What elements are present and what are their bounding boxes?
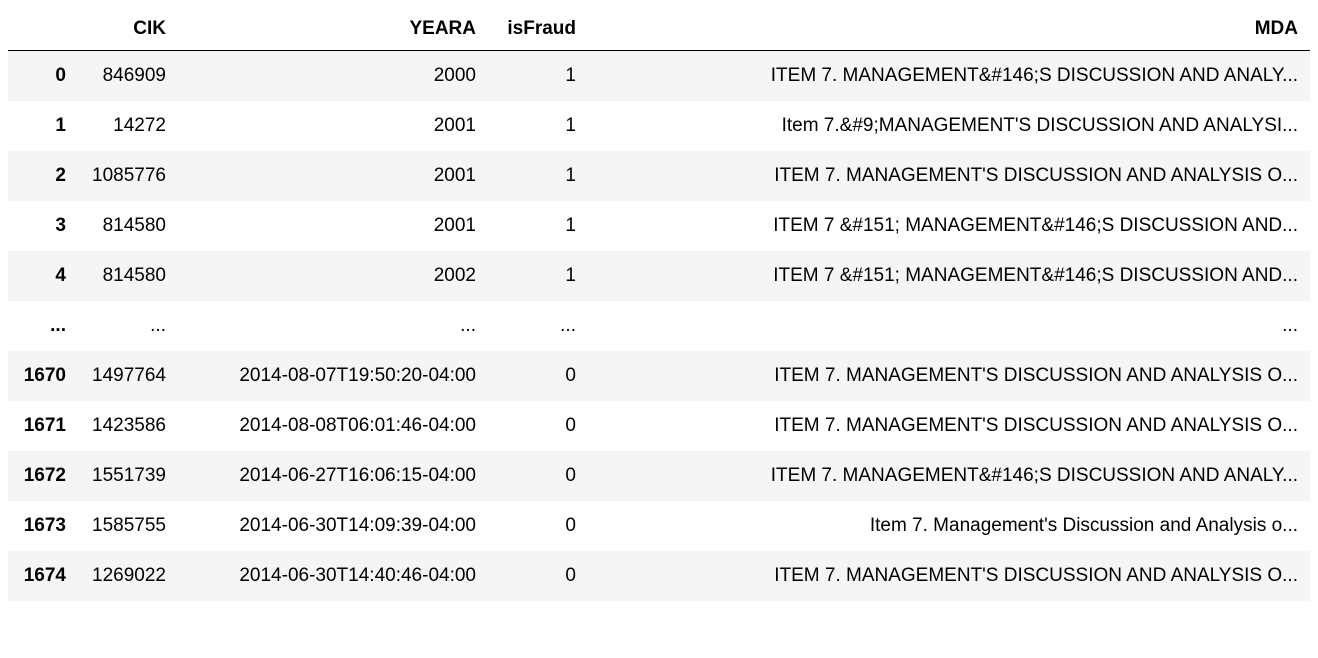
cell-mda: ITEM 7. MANAGEMENT'S DISCUSSION AND ANAL… bbox=[588, 401, 1310, 451]
header-fraud: isFraud bbox=[488, 8, 588, 51]
cell-year: 2014-06-30T14:09:39-04:00 bbox=[178, 501, 488, 551]
cell-mda: ITEM 7. MANAGEMENT'S DISCUSSION AND ANAL… bbox=[588, 151, 1310, 201]
cell-fraud: 0 bbox=[488, 451, 588, 501]
cell-index: ... bbox=[8, 301, 78, 351]
table-row: 167215517392014-06-27T16:06:15-04:000ITE… bbox=[8, 451, 1310, 501]
cell-index: 3 bbox=[8, 201, 78, 251]
cell-year: 2001 bbox=[178, 151, 488, 201]
cell-year: 2001 bbox=[178, 201, 488, 251]
table-row: 167014977642014-08-07T19:50:20-04:000ITE… bbox=[8, 351, 1310, 401]
cell-year: ... bbox=[178, 301, 488, 351]
cell-mda: ... bbox=[588, 301, 1310, 351]
cell-mda: ITEM 7. MANAGEMENT&#146;S DISCUSSION AND… bbox=[588, 451, 1310, 501]
cell-cik: 1551739 bbox=[78, 451, 178, 501]
cell-year: 2014-06-27T16:06:15-04:00 bbox=[178, 451, 488, 501]
table-row: ............... bbox=[8, 301, 1310, 351]
header-row: CIK YEARA isFraud MDA bbox=[8, 8, 1310, 51]
cell-fraud: 1 bbox=[488, 151, 588, 201]
cell-cik: ... bbox=[78, 301, 178, 351]
cell-cik: 1269022 bbox=[78, 551, 178, 601]
cell-cik: 1085776 bbox=[78, 151, 178, 201]
cell-index: 1673 bbox=[8, 501, 78, 551]
header-year: YEARA bbox=[178, 8, 488, 51]
table-row: 084690920001ITEM 7. MANAGEMENT&#146;S DI… bbox=[8, 51, 1310, 102]
cell-fraud: 0 bbox=[488, 551, 588, 601]
header-index bbox=[8, 8, 78, 51]
cell-cik: 1423586 bbox=[78, 401, 178, 451]
cell-mda: Item 7. Management's Discussion and Anal… bbox=[588, 501, 1310, 551]
cell-mda: ITEM 7. MANAGEMENT&#146;S DISCUSSION AND… bbox=[588, 51, 1310, 102]
cell-mda: ITEM 7 &#151; MANAGEMENT&#146;S DISCUSSI… bbox=[588, 201, 1310, 251]
cell-cik: 814580 bbox=[78, 251, 178, 301]
table-body: 084690920001ITEM 7. MANAGEMENT&#146;S DI… bbox=[8, 51, 1310, 602]
cell-index: 1672 bbox=[8, 451, 78, 501]
cell-cik: 846909 bbox=[78, 51, 178, 102]
cell-mda: ITEM 7 &#151; MANAGEMENT&#146;S DISCUSSI… bbox=[588, 251, 1310, 301]
cell-index: 1 bbox=[8, 101, 78, 151]
cell-index: 4 bbox=[8, 251, 78, 301]
table-row: 167412690222014-06-30T14:40:46-04:000ITE… bbox=[8, 551, 1310, 601]
cell-index: 0 bbox=[8, 51, 78, 102]
dataframe-table: CIK YEARA isFraud MDA 084690920001ITEM 7… bbox=[8, 8, 1310, 601]
table-row: 11427220011Item 7.&#9;MANAGEMENT'S DISCU… bbox=[8, 101, 1310, 151]
cell-index: 1670 bbox=[8, 351, 78, 401]
cell-cik: 14272 bbox=[78, 101, 178, 151]
cell-index: 1674 bbox=[8, 551, 78, 601]
table-row: 381458020011ITEM 7 &#151; MANAGEMENT&#14… bbox=[8, 201, 1310, 251]
cell-year: 2014-08-07T19:50:20-04:00 bbox=[178, 351, 488, 401]
cell-index: 1671 bbox=[8, 401, 78, 451]
cell-fraud: 1 bbox=[488, 201, 588, 251]
cell-cik: 1585755 bbox=[78, 501, 178, 551]
table-row: 481458020021ITEM 7 &#151; MANAGEMENT&#14… bbox=[8, 251, 1310, 301]
header-mda: MDA bbox=[588, 8, 1310, 51]
cell-year: 2014-06-30T14:40:46-04:00 bbox=[178, 551, 488, 601]
table-row: 2108577620011ITEM 7. MANAGEMENT'S DISCUS… bbox=[8, 151, 1310, 201]
table-row: 167315857552014-06-30T14:09:39-04:000Ite… bbox=[8, 501, 1310, 551]
cell-year: 2001 bbox=[178, 101, 488, 151]
cell-fraud: 0 bbox=[488, 401, 588, 451]
cell-year: 2002 bbox=[178, 251, 488, 301]
cell-fraud: 1 bbox=[488, 251, 588, 301]
cell-year: 2014-08-08T06:01:46-04:00 bbox=[178, 401, 488, 451]
cell-mda: ITEM 7. MANAGEMENT'S DISCUSSION AND ANAL… bbox=[588, 551, 1310, 601]
cell-cik: 814580 bbox=[78, 201, 178, 251]
cell-fraud: 0 bbox=[488, 351, 588, 401]
table-header: CIK YEARA isFraud MDA bbox=[8, 8, 1310, 51]
cell-mda: ITEM 7. MANAGEMENT'S DISCUSSION AND ANAL… bbox=[588, 351, 1310, 401]
header-cik: CIK bbox=[78, 8, 178, 51]
cell-index: 2 bbox=[8, 151, 78, 201]
table-row: 167114235862014-08-08T06:01:46-04:000ITE… bbox=[8, 401, 1310, 451]
cell-year: 2000 bbox=[178, 51, 488, 102]
cell-fraud: 1 bbox=[488, 101, 588, 151]
cell-fraud: ... bbox=[488, 301, 588, 351]
cell-mda: Item 7.&#9;MANAGEMENT'S DISCUSSION AND A… bbox=[588, 101, 1310, 151]
cell-fraud: 0 bbox=[488, 501, 588, 551]
cell-cik: 1497764 bbox=[78, 351, 178, 401]
cell-fraud: 1 bbox=[488, 51, 588, 102]
